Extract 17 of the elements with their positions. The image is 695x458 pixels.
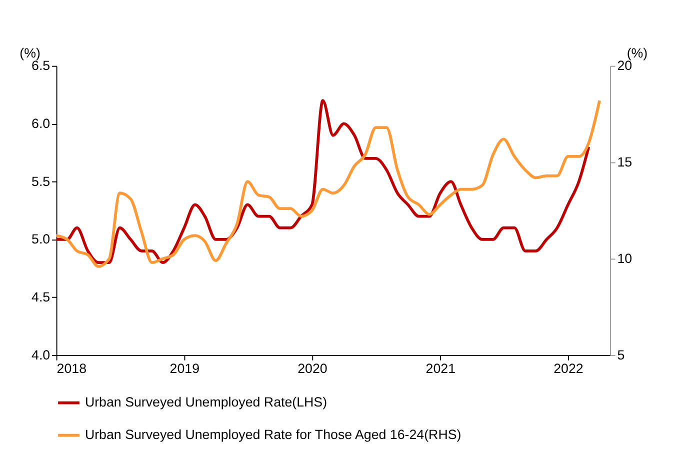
y-axis-title: (%) <box>20 46 40 61</box>
y-tick-label: 6.0 <box>32 116 50 131</box>
y-tick-label: 5.5 <box>32 174 50 189</box>
y2-tick-label: 5 <box>617 347 625 362</box>
x-tick-label: 2020 <box>298 360 328 376</box>
y2-axis-title: (%) <box>626 46 648 61</box>
x-tick-label: 2022 <box>554 360 584 376</box>
x-tick-label: 2021 <box>426 360 456 376</box>
x-tick-label: 2019 <box>170 360 200 376</box>
y-tick-label: 4.5 <box>32 290 50 305</box>
y2-tick-label: 10 <box>617 250 632 266</box>
y2-tick-label: 15 <box>617 154 632 170</box>
x-tick-label: 2018 <box>56 360 87 376</box>
y-tick-label: 4.0 <box>32 347 50 362</box>
legend-label: Urban Surveyed Unemployed Rate for Those Aged 16-24(RHS) <box>84 427 462 442</box>
y-tick-label: 5.0 <box>32 232 50 247</box>
legend-label: Urban Surveyed Unemployed Rate(LHS) <box>84 394 328 410</box>
